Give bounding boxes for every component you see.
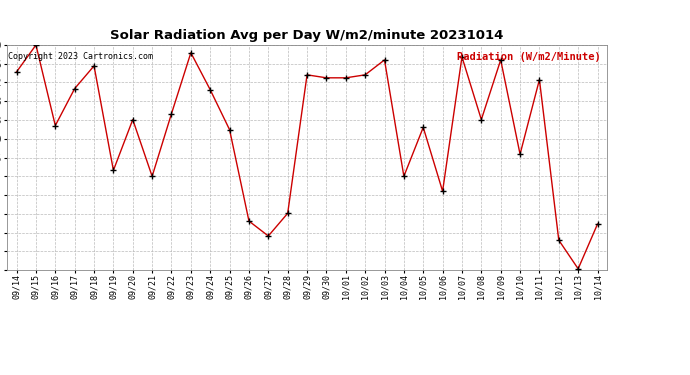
Text: Copyright 2023 Cartronics.com: Copyright 2023 Cartronics.com	[8, 52, 153, 61]
Title: Solar Radiation Avg per Day W/m2/minute 20231014: Solar Radiation Avg per Day W/m2/minute …	[110, 30, 504, 42]
Text: Radiation (W/m2/Minute): Radiation (W/m2/Minute)	[457, 52, 601, 62]
